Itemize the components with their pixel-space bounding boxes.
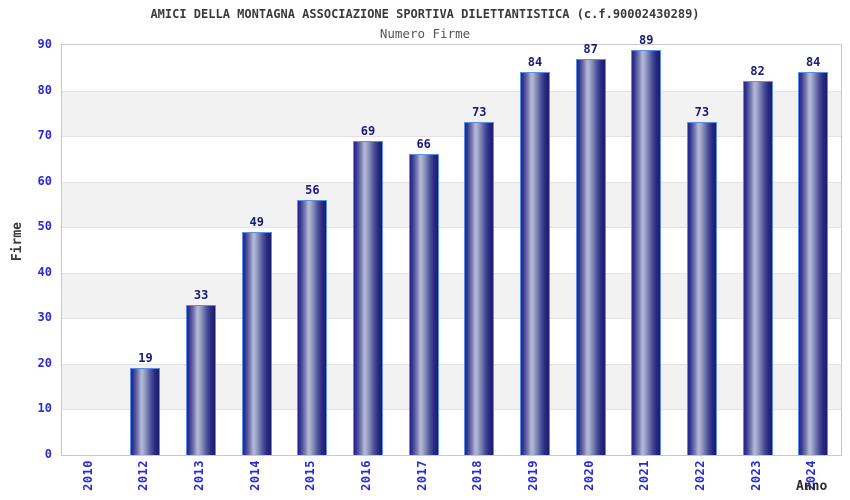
grid-band bbox=[62, 318, 841, 364]
bar-value-label: 89 bbox=[639, 32, 654, 47]
gridline bbox=[62, 136, 841, 138]
y-tick-label: 30 bbox=[37, 310, 52, 325]
gridline bbox=[62, 227, 841, 229]
bar-value-label: 69 bbox=[360, 123, 376, 138]
bar bbox=[353, 140, 384, 455]
x-tick-label: 2021 bbox=[637, 460, 652, 491]
y-tick-label: 50 bbox=[37, 219, 52, 234]
bar bbox=[241, 231, 272, 455]
grid-band bbox=[62, 272, 841, 319]
grid-band bbox=[62, 409, 841, 455]
x-tick-label: 2022 bbox=[692, 460, 707, 491]
y-tick-label: 60 bbox=[37, 173, 52, 188]
bar bbox=[130, 368, 161, 455]
y-tick-label: 40 bbox=[37, 264, 52, 279]
bar-value-label: 73 bbox=[472, 105, 487, 120]
bar-value-label: 84 bbox=[527, 55, 543, 70]
chart-title: AMICI DELLA MONTAGNA ASSOCIAZIONE SPORTI… bbox=[150, 7, 700, 21]
grid-band bbox=[62, 363, 841, 410]
bar-value-label: 19 bbox=[138, 351, 153, 366]
bar bbox=[798, 72, 829, 455]
x-axis-title: Anno bbox=[796, 479, 828, 494]
x-tick-label: 2019 bbox=[525, 460, 540, 491]
x-tick-label: 2017 bbox=[414, 460, 429, 491]
bar bbox=[519, 72, 550, 455]
grid-band bbox=[62, 181, 841, 228]
gridline bbox=[62, 363, 841, 365]
bar-value-label: 73 bbox=[694, 105, 710, 120]
grid-band bbox=[62, 45, 841, 91]
grid-band bbox=[62, 90, 841, 137]
grid-band bbox=[62, 136, 841, 182]
gridline bbox=[62, 409, 841, 411]
gridline bbox=[62, 318, 841, 320]
y-tick-label: 0 bbox=[44, 447, 52, 461]
x-tick-label: 2012 bbox=[136, 460, 151, 491]
y-tick-label: 10 bbox=[37, 401, 52, 416]
bar bbox=[186, 304, 217, 455]
bar-value-label: 66 bbox=[416, 137, 431, 152]
x-tick-label: 2013 bbox=[192, 460, 207, 491]
gridline bbox=[62, 272, 841, 274]
x-tick-label: 2023 bbox=[748, 460, 763, 491]
bar-value-label: 87 bbox=[583, 41, 598, 56]
gridline bbox=[62, 181, 841, 183]
bar-value-label: 82 bbox=[750, 64, 765, 79]
bar bbox=[575, 58, 606, 455]
bar-value-label: 33 bbox=[193, 287, 209, 302]
x-tick-label: 2015 bbox=[303, 460, 318, 491]
bar bbox=[742, 81, 773, 455]
x-tick-label: 2018 bbox=[470, 460, 485, 491]
plot-area: 19 33 49 56 69 66 73 84 87 89 73 82 84 bbox=[61, 33, 842, 456]
bar bbox=[464, 122, 495, 455]
bar bbox=[297, 199, 328, 455]
x-tick-label: 2016 bbox=[359, 460, 374, 491]
y-tick-label: 20 bbox=[37, 355, 52, 370]
chart-subtitle: Numero Firme bbox=[379, 26, 471, 41]
x-tick-label: 2020 bbox=[581, 460, 596, 491]
y-tick-label: 70 bbox=[37, 128, 52, 143]
bar-value-label: 49 bbox=[249, 214, 264, 229]
bar-value-label: 56 bbox=[305, 182, 320, 197]
x-tick-label: 2014 bbox=[247, 460, 262, 491]
gridline bbox=[62, 90, 841, 92]
bar-value-label: 84 bbox=[805, 55, 821, 70]
x-tick-label: 2010 bbox=[80, 460, 95, 491]
y-tick-label: 90 bbox=[37, 37, 52, 51]
y-tick-label: 80 bbox=[37, 82, 52, 97]
grid-band bbox=[62, 227, 841, 273]
bar bbox=[408, 154, 439, 455]
bar bbox=[686, 122, 717, 455]
bar bbox=[631, 49, 662, 455]
